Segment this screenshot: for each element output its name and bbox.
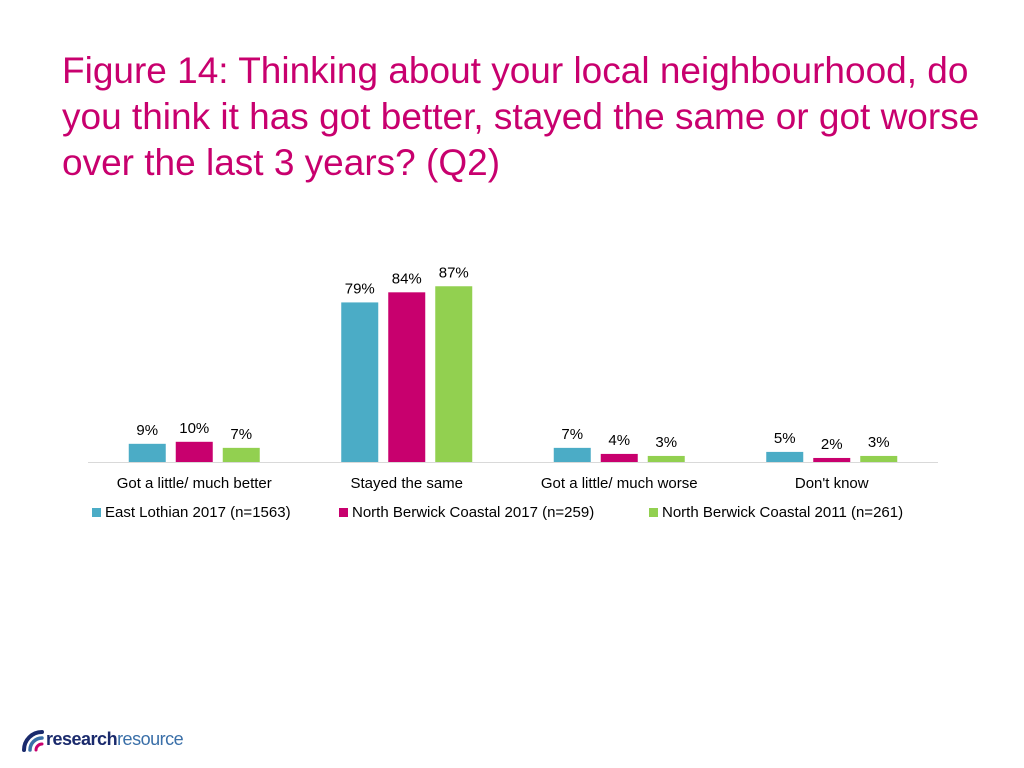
bar — [860, 455, 898, 462]
bar — [388, 292, 426, 462]
bar — [766, 451, 804, 462]
bar — [813, 457, 851, 462]
bar — [600, 453, 638, 462]
data-label: 5% — [774, 430, 796, 447]
logo-swirl-icon — [22, 730, 44, 752]
category-label: Stayed the same — [350, 475, 463, 492]
data-label: 3% — [655, 434, 677, 451]
logo-text-light: resource — [117, 729, 184, 749]
data-label: 7% — [561, 426, 583, 443]
data-label: 3% — [868, 434, 890, 451]
bar — [553, 447, 591, 462]
bar — [175, 441, 213, 462]
legend-swatch — [339, 508, 348, 517]
category-label: Got a little/ much better — [117, 475, 272, 492]
data-label: 10% — [179, 420, 209, 437]
data-label: 2% — [821, 436, 843, 453]
data-label: 7% — [230, 426, 252, 443]
data-label: 79% — [345, 280, 375, 297]
research-resource-logo: researchresource — [20, 722, 210, 756]
legend-label: North Berwick Coastal 2017 (n=259) — [352, 504, 594, 521]
legend-swatch — [92, 508, 101, 517]
bar — [341, 302, 379, 462]
data-label: 84% — [392, 270, 422, 287]
logo-text: researchresource — [46, 729, 184, 750]
legend-label: North Berwick Coastal 2011 (n=261) — [662, 504, 903, 521]
bar — [128, 443, 166, 462]
data-label: 87% — [439, 264, 469, 281]
data-label: 9% — [136, 422, 158, 439]
bar — [647, 455, 685, 462]
logo-text-bold: research — [46, 729, 118, 749]
data-label: 4% — [608, 432, 630, 449]
category-label: Don't know — [795, 475, 869, 492]
bar — [435, 286, 473, 462]
chart-title: Figure 14: Thinking about your local nei… — [62, 50, 980, 183]
bar — [222, 447, 260, 462]
legend-label: East Lothian 2017 (n=1563) — [105, 504, 291, 521]
legend-swatch — [649, 508, 658, 517]
category-label: Got a little/ much worse — [541, 475, 698, 492]
